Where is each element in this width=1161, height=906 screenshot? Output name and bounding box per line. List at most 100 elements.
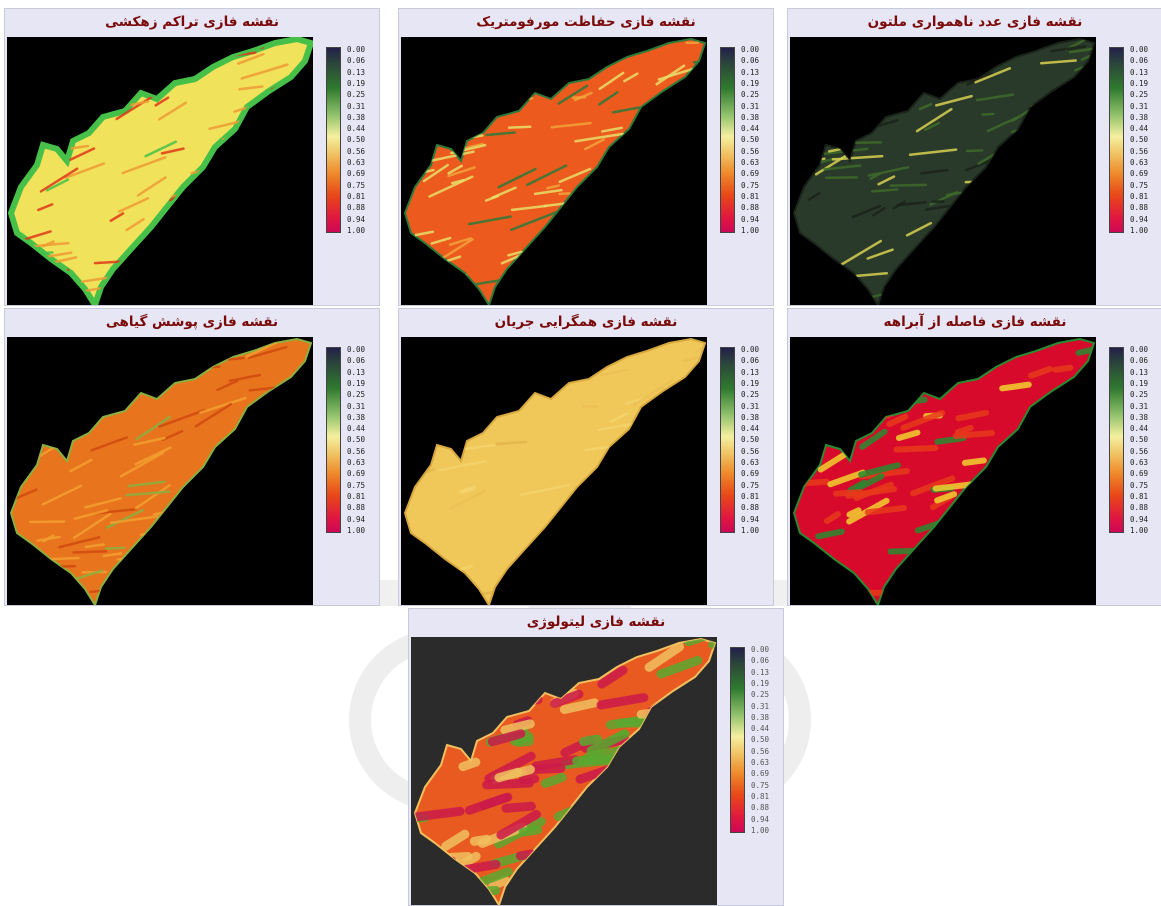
legend-tick-label: 0.00 bbox=[741, 45, 759, 54]
legend-tick-label: 0.94 bbox=[1130, 215, 1148, 224]
legend-tick-label: 0.31 bbox=[347, 402, 365, 411]
legend-tick-label: 0.06 bbox=[1130, 356, 1148, 365]
legend-tick-label: 0.69 bbox=[1130, 169, 1148, 178]
legend-tick-label: 0.88 bbox=[347, 503, 365, 512]
legend-tick-label: 0.00 bbox=[1130, 345, 1148, 354]
basin-area bbox=[415, 639, 715, 905]
legend-tick-label: 0.81 bbox=[1130, 192, 1148, 201]
legend-colorbar bbox=[326, 347, 341, 533]
legend-tick-label: 0.13 bbox=[347, 68, 365, 77]
legend-tick-label: 0.06 bbox=[741, 356, 759, 365]
basin-area bbox=[11, 339, 311, 605]
legend-tick-label: 0.56 bbox=[1130, 147, 1148, 156]
legend-tick-label: 0.69 bbox=[347, 469, 365, 478]
basin-area bbox=[11, 39, 311, 305]
legend-tick-label: 0.31 bbox=[741, 102, 759, 111]
map-svg bbox=[790, 37, 1096, 305]
legend-tick-label: 0.44 bbox=[751, 724, 769, 733]
legend-tick-label: 0.44 bbox=[741, 124, 759, 133]
panel-title: نقشه فازی عدد ناهمواری ملتون bbox=[788, 11, 1161, 33]
legend-tick-label: 0.06 bbox=[1130, 56, 1148, 65]
raster-texture bbox=[402, 40, 707, 304]
legend-tick-label: 0.25 bbox=[751, 690, 769, 699]
legend-tick-label: 1.00 bbox=[1130, 226, 1148, 235]
map-svg bbox=[7, 37, 313, 305]
legend-tick-label: 0.81 bbox=[751, 792, 769, 801]
legend-tick-label: 0.75 bbox=[751, 781, 769, 790]
legend-tick-label: 0.63 bbox=[751, 758, 769, 767]
legend-tick-label: 0.25 bbox=[347, 90, 365, 99]
legend-tick-label: 1.00 bbox=[1130, 526, 1148, 535]
legend-tick-label: 1.00 bbox=[751, 826, 769, 835]
legend-tick-label: 0.81 bbox=[347, 492, 365, 501]
panel-title: نقشه فازی فاصله از آبراهه bbox=[788, 311, 1161, 333]
legend-tick-label: 0.31 bbox=[347, 102, 365, 111]
legend-tick-label: 0.75 bbox=[741, 481, 759, 490]
legend-tick-label: 0.75 bbox=[741, 181, 759, 190]
legend-tick-label: 0.63 bbox=[741, 158, 759, 167]
legend-tick-label: 0.25 bbox=[1130, 90, 1148, 99]
legend-tick-label: 0.88 bbox=[751, 803, 769, 812]
legend-tick-label: 0.94 bbox=[741, 215, 759, 224]
legend-tick-label: 0.81 bbox=[741, 492, 759, 501]
legend-tick-label: 1.00 bbox=[347, 526, 365, 535]
map-svg bbox=[411, 637, 717, 905]
legend-tick-label: 0.81 bbox=[1130, 492, 1148, 501]
legend-tick-label: 0.56 bbox=[1130, 447, 1148, 456]
legend-tick-label: 0.56 bbox=[751, 747, 769, 756]
legend-tick-label: 0.81 bbox=[347, 192, 365, 201]
legend-tick-label: 1.00 bbox=[347, 226, 365, 235]
legend-tick-label: 0.44 bbox=[1130, 424, 1148, 433]
legend-tick-label: 0.50 bbox=[741, 435, 759, 444]
legend-tick-label: 0.13 bbox=[347, 368, 365, 377]
legend-tick-label: 0.00 bbox=[1130, 45, 1148, 54]
legend-tick-label: 0.75 bbox=[347, 481, 365, 490]
legend-tick-label: 0.63 bbox=[1130, 158, 1148, 167]
legend-colorbar bbox=[720, 347, 735, 533]
legend-tick-label: 0.88 bbox=[741, 503, 759, 512]
panel-title: نقشه فازی پوشش گیاهی bbox=[5, 311, 379, 333]
legend-tick-label: 0.38 bbox=[1130, 113, 1148, 122]
map-svg bbox=[401, 37, 707, 305]
map-panel-morphometric-protection: نقشه فازی حفاظت مورفومتریک 0.00 0.06 0.13 0… bbox=[398, 8, 774, 306]
legend-tick-label: 0.75 bbox=[1130, 481, 1148, 490]
legend-tick-label: 0.63 bbox=[347, 458, 365, 467]
legend-tick-label: 0.13 bbox=[741, 68, 759, 77]
legend-tick-label: 0.88 bbox=[347, 203, 365, 212]
map-svg bbox=[7, 337, 313, 605]
legend-tick-label: 0.00 bbox=[347, 345, 365, 354]
legend-tick-label: 0.06 bbox=[347, 56, 365, 65]
map-raster bbox=[7, 337, 313, 605]
legend-tick-label: 0.19 bbox=[741, 79, 759, 88]
legend-colorbar bbox=[326, 47, 341, 233]
legend-tick-label: 0.94 bbox=[1130, 515, 1148, 524]
legend-tick-label: 0.25 bbox=[1130, 390, 1148, 399]
map-raster bbox=[411, 637, 717, 905]
legend-tick-label: 0.31 bbox=[1130, 402, 1148, 411]
legend-tick-label: 0.13 bbox=[1130, 68, 1148, 77]
panel-title: نقشه فازی تراکم زهکشی bbox=[5, 11, 379, 33]
legend-tick-label: 0.38 bbox=[741, 113, 759, 122]
legend-tick-label: 0.50 bbox=[1130, 435, 1148, 444]
panel-title: نقشه فازی حفاظت مورفومتریک bbox=[399, 11, 773, 33]
legend-tick-label: 0.63 bbox=[741, 458, 759, 467]
legend-tick-label: 0.75 bbox=[1130, 181, 1148, 190]
map-svg bbox=[790, 337, 1096, 605]
legend-tick-label: 0.88 bbox=[1130, 203, 1148, 212]
legend-tick-label: 0.25 bbox=[741, 90, 759, 99]
legend-tick-label: 0.50 bbox=[1130, 135, 1148, 144]
legend-tick-label: 0.50 bbox=[741, 135, 759, 144]
legend-tick-label: 0.31 bbox=[1130, 102, 1148, 111]
legend-tick-label: 0.06 bbox=[741, 56, 759, 65]
legend-tick-label: 0.69 bbox=[741, 169, 759, 178]
legend-tick-label: 0.75 bbox=[347, 181, 365, 190]
legend-tick-label: 0.38 bbox=[741, 413, 759, 422]
legend-tick-label: 0.56 bbox=[347, 147, 365, 156]
legend-tick-label: 0.25 bbox=[347, 390, 365, 399]
legend-tick-label: 0.56 bbox=[741, 147, 759, 156]
